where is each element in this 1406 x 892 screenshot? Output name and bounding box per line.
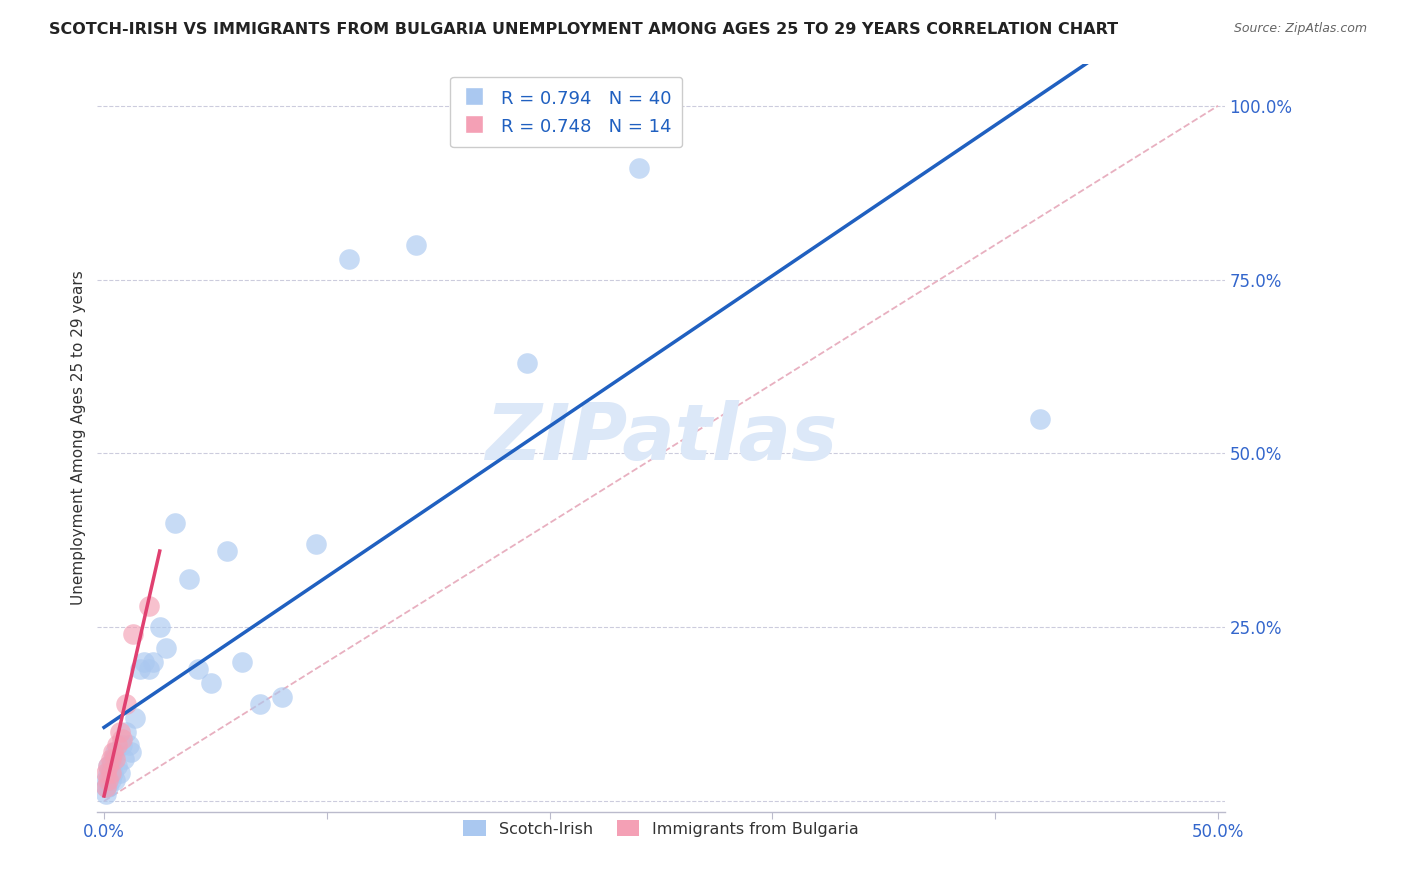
Point	[249, 697, 271, 711]
Point	[516, 356, 538, 370]
Point	[134, 655, 156, 669]
Point	[124, 711, 146, 725]
Point	[138, 599, 160, 614]
Point	[100, 766, 122, 780]
Point	[107, 739, 129, 753]
Text: ZIPatlas: ZIPatlas	[485, 400, 837, 475]
Point	[138, 662, 160, 676]
Legend: Scotch-Irish, Immigrants from Bulgaria: Scotch-Irish, Immigrants from Bulgaria	[456, 812, 866, 845]
Point	[177, 572, 200, 586]
Point	[100, 759, 122, 773]
Point	[108, 724, 131, 739]
Point	[104, 752, 127, 766]
Point	[100, 752, 122, 766]
Point	[101, 766, 124, 780]
Point	[104, 746, 127, 760]
Point	[108, 766, 131, 780]
Point	[96, 780, 118, 794]
Point	[128, 662, 150, 676]
Point	[101, 752, 124, 766]
Point	[165, 516, 187, 530]
Y-axis label: Unemployment Among Ages 25 to 29 years: Unemployment Among Ages 25 to 29 years	[72, 270, 86, 605]
Point	[100, 773, 122, 788]
Point	[187, 662, 209, 676]
Point	[115, 724, 138, 739]
Point	[117, 739, 139, 753]
Point	[405, 237, 427, 252]
Point	[1029, 411, 1052, 425]
Text: Source: ZipAtlas.com: Source: ZipAtlas.com	[1233, 22, 1367, 36]
Point	[215, 543, 238, 558]
Point	[149, 620, 172, 634]
Point	[142, 655, 165, 669]
Point	[96, 773, 118, 788]
Point	[337, 252, 360, 266]
Point	[231, 655, 253, 669]
Text: SCOTCH-IRISH VS IMMIGRANTS FROM BULGARIA UNEMPLOYMENT AMONG AGES 25 TO 29 YEARS : SCOTCH-IRISH VS IMMIGRANTS FROM BULGARIA…	[49, 22, 1118, 37]
Point	[120, 746, 142, 760]
Point	[97, 759, 120, 773]
Point	[200, 676, 222, 690]
Point	[627, 161, 650, 176]
Point	[112, 752, 135, 766]
Point	[104, 773, 127, 788]
Point	[111, 739, 134, 753]
Point	[96, 780, 118, 794]
Point	[115, 697, 138, 711]
Point	[305, 537, 328, 551]
Point	[111, 731, 134, 746]
Point	[96, 766, 118, 780]
Point	[97, 766, 120, 780]
Point	[101, 746, 124, 760]
Point	[107, 759, 129, 773]
Point	[97, 780, 120, 794]
Point	[271, 690, 294, 704]
Point	[97, 759, 120, 773]
Point	[155, 641, 177, 656]
Point	[96, 787, 118, 801]
Point	[122, 627, 145, 641]
Point	[97, 773, 120, 788]
